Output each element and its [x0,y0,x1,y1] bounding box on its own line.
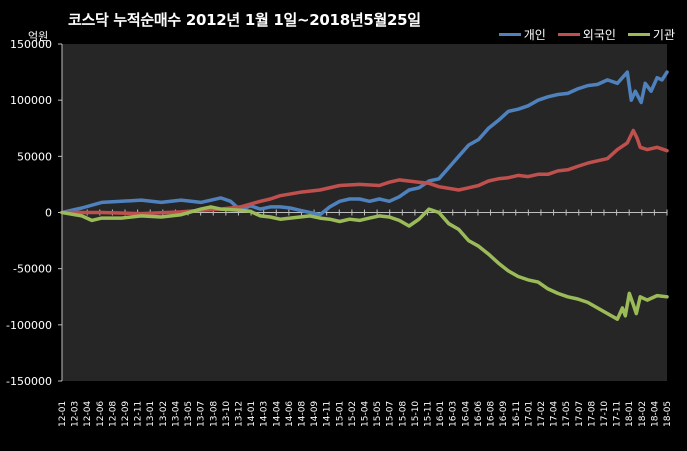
series-line-foreign [60,128,669,216]
x-tick-label: 17-07 [575,401,585,427]
series-line-institution [60,205,669,321]
x-tick-label: 12-01 [58,401,68,427]
legend-label-foreign: 외국인 [582,28,616,42]
x-tick-label: 17-05 [562,401,572,427]
x-tick-label: 14-03 [260,401,270,427]
x-tick-label: 17-11 [613,401,623,427]
x-tick-label: 12-06 [96,401,106,427]
y-tick-label: 150000 [10,38,52,51]
x-tick-label: 12-09 [121,401,131,427]
x-tick-label: 14-01 [247,401,257,427]
x-tick-label: 16-08 [487,401,497,427]
legend-label-institution: 기관 [652,28,675,42]
legend-swatch-institution [627,33,650,36]
x-tick-label: 14-04 [272,401,282,427]
legend-swatch-retail [498,33,521,36]
x-tick-label: 14-11 [323,401,333,427]
x-tick-label: 12-04 [83,401,93,427]
x-tick-label: 15-10 [411,401,421,427]
legend-label-retail: 개인 [523,28,546,42]
x-tick-label: 18-01 [625,401,635,427]
x-tick-label: 15-08 [398,401,408,427]
x-tick-label: 18-05 [663,401,673,427]
x-tick-label: 15-04 [361,401,371,427]
legend: 개인 외국인 기관 [498,26,675,43]
x-tick-label: 12-08 [108,401,118,427]
x-tick-label: 17-02 [537,401,547,427]
x-tick-label: 12-03 [71,401,81,427]
x-tick-label: 16-01 [436,401,446,427]
x-tick-label: 17-10 [600,401,610,427]
x-tick-label: 14-08 [297,401,307,427]
legend-item-foreign: 외국인 [557,26,616,43]
x-tick-label: 13-04 [171,401,181,427]
x-tick-label: 14-09 [310,401,320,427]
y-tick-label: 50000 [17,150,52,163]
legend-swatch-foreign [557,33,580,36]
y-tick-label: 0 [45,207,52,220]
x-tick-label: 17-04 [550,401,560,427]
y-tick-label: 100000 [10,94,52,107]
x-tick-label: 16-09 [499,401,509,427]
x-tick-label: 16-11 [512,401,522,427]
legend-item-institution: 기관 [627,26,675,43]
x-tick-label: 18-02 [638,401,648,427]
x-tick-label: 13-12 [234,401,244,427]
x-tick-label: 13-07 [197,401,207,427]
y-tick-label: -50000 [13,263,52,276]
x-tick-label: 15-05 [373,401,383,427]
x-tick-label: 13-01 [146,401,156,427]
chart-title: 코스닥 누적순매수 2012년 1월 1일~2018년5월25일 [68,11,421,29]
y-axis-unit: 억원 [28,30,49,43]
x-tick-label: 12-11 [134,401,144,427]
x-tick-label: 16-03 [449,401,459,427]
x-tick-label: 13-08 [209,401,219,427]
x-tick-label: 15-07 [386,401,396,427]
y-tick-label: -150000 [6,375,52,388]
x-tick-label: 13-05 [184,401,194,427]
legend-item-retail: 개인 [498,26,546,43]
x-tick-label: 17-08 [587,401,597,427]
x-tick-label: 13-10 [222,401,232,427]
x-tick-label: 15-01 [335,401,345,427]
x-tick-label: 14-06 [285,401,295,427]
x-tick-label: 17-01 [524,401,534,427]
x-tick-label: 15-02 [348,401,358,427]
x-tick-label: 16-04 [461,401,471,427]
x-tick-label: 16-06 [474,401,484,427]
y-tick-label: -100000 [6,319,52,332]
x-tick-label: 18-04 [650,401,660,427]
x-tick-label: 13-02 [159,401,169,427]
x-tick-label: 15-11 [424,401,434,427]
